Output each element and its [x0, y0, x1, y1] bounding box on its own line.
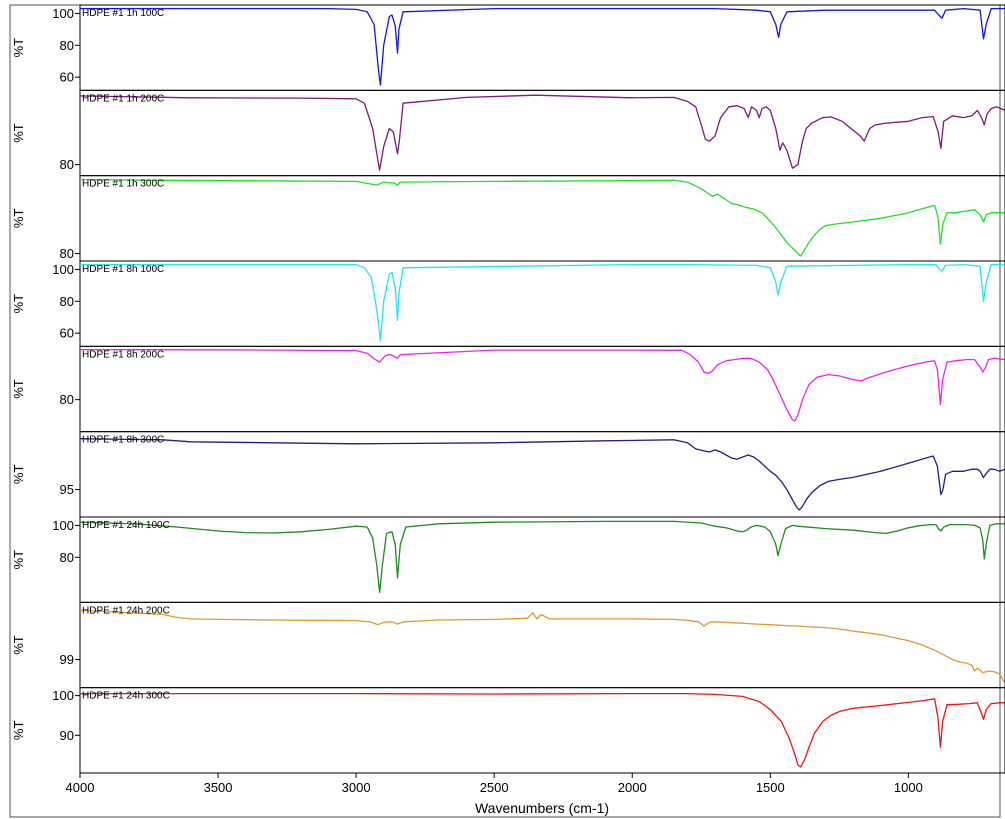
panel-frame	[79, 89, 1005, 177]
y-tick-label: 60	[60, 70, 74, 85]
spectrum-line	[79, 178, 1005, 257]
x-tick-label: 3000	[342, 780, 371, 795]
panel-2: 80 %T HDPE #1 1h 200C	[11, 89, 1005, 177]
y-tick-label: 100	[52, 6, 74, 21]
spectrum-line	[80, 7, 1005, 86]
panel-3: 80 %T HDPE #1 1h 300C	[11, 175, 1005, 262]
panel-7: 80 100 %T HDPE #1 24h 100C	[11, 516, 1005, 603]
spectrum-line	[79, 348, 1005, 422]
series-label: HDPE #1 24h 200C	[82, 605, 170, 616]
series-label: HDPE #1 1h 300C	[82, 179, 164, 190]
y-axis-label: %T	[11, 294, 26, 314]
y-tick-label: 80	[60, 550, 74, 565]
x-axis-label: Wavenumbers (cm-1)	[475, 800, 609, 816]
x-axis: 4000 3500 3000 2500 2000 1500 1000	[66, 773, 923, 795]
panel-frame	[79, 687, 1005, 774]
y-tick-label: 80	[60, 246, 74, 261]
y-tick-label: 60	[60, 326, 74, 341]
panel-frame	[79, 4, 1005, 91]
spectrum-line	[79, 94, 1005, 171]
series-label: HDPE #1 8h 300C	[82, 435, 164, 446]
x-tick-label: 1500	[756, 780, 785, 795]
y-axis-label: %T	[11, 465, 26, 485]
y-tick-label: 100	[52, 688, 74, 703]
y-axis-label: %T	[11, 38, 26, 58]
y-tick-label: 100	[52, 518, 74, 533]
y-tick-label: 99	[60, 652, 74, 667]
panel-6: 95 %T HDPE #1 8h 300C	[11, 431, 1005, 518]
spectrum-line	[79, 609, 1005, 685]
panel-1: 60 80 100 %T HDPE #1 1h 100C	[11, 4, 1005, 91]
spectrum-line	[79, 520, 1005, 594]
y-axis-label: %T	[11, 635, 26, 655]
series-label: HDPE #1 24h 300C	[82, 691, 170, 702]
y-tick-label: 80	[60, 38, 74, 53]
y-tick-label: 80	[60, 392, 74, 407]
y-axis-label: %T	[11, 550, 26, 570]
series-label: HDPE #1 8h 200C	[82, 349, 164, 360]
x-tick-label: 3500	[204, 780, 233, 795]
spectrum-line	[79, 438, 1005, 511]
y-axis-label: %T	[11, 379, 26, 399]
spectrum-line	[80, 692, 1005, 768]
panel-frame	[79, 175, 1005, 262]
x-tick-label: 4000	[66, 780, 95, 795]
panel-4: 60 80 100 %T HDPE #1 8h 100C	[11, 260, 1005, 347]
series-label: HDPE #1 24h 100C	[82, 520, 170, 531]
x-tick-label: 2500	[480, 780, 509, 795]
panel-frame	[79, 260, 1005, 347]
panel-frame	[79, 516, 1005, 603]
series-label: HDPE #1 1h 200C	[82, 93, 164, 104]
panel-8: 99 %T HDPE #1 24h 200C	[11, 601, 1005, 689]
x-tick-label: 2000	[618, 780, 647, 795]
y-tick-label: 80	[60, 157, 74, 172]
panel-frame	[79, 345, 1005, 433]
y-axis-label: %T	[11, 123, 26, 143]
y-tick-label: 100	[52, 262, 74, 277]
y-tick-label: 80	[60, 294, 74, 309]
x-tick-label: 1000	[894, 780, 923, 795]
y-tick-label: 90	[60, 728, 74, 743]
y-axis-label: %T	[11, 721, 26, 741]
panel-9: 90 100 %T HDPE #1 24h 300C	[11, 687, 1005, 774]
y-tick-label: 95	[60, 482, 74, 497]
panel-5: 80 %T HDPE #1 8h 200C	[11, 345, 1005, 433]
spectrum-line	[80, 263, 1005, 342]
y-axis-label: %T	[11, 209, 26, 229]
series-label: HDPE #1 8h 100C	[82, 264, 164, 275]
series-label: HDPE #1 1h 100C	[82, 8, 164, 19]
